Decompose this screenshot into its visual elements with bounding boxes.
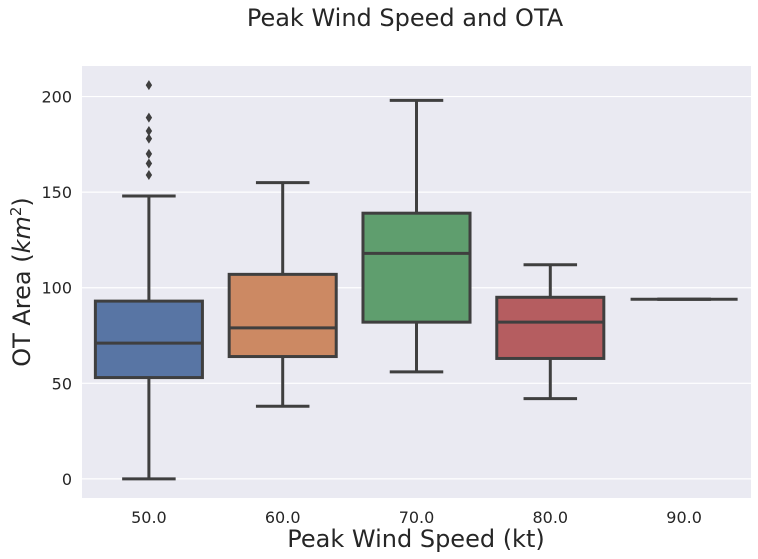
box-70.0	[361, 98, 472, 374]
y-axis-label-close: )	[8, 197, 36, 206]
x-tick-80.0: 80.0	[532, 508, 568, 527]
box-60.0	[227, 181, 338, 408]
x-tick-60.0: 60.0	[265, 508, 301, 527]
y-tick-100: 100	[41, 279, 72, 298]
y-tick-0: 0	[62, 470, 72, 489]
outlier-point	[145, 125, 153, 136]
y-axis-label-exp: 2	[7, 207, 25, 217]
y-tick-200: 200	[41, 88, 72, 107]
x-tick-50.0: 50.0	[131, 508, 167, 527]
outlier-point	[145, 148, 153, 159]
outlier-point	[145, 158, 153, 169]
y-tick-labels: 0 50 100 150 200	[41, 88, 72, 489]
y-tick-150: 150	[41, 183, 72, 202]
box-iqr	[93, 299, 204, 380]
y-axis-label-unit: km	[8, 216, 36, 253]
x-tick-70.0: 70.0	[399, 508, 435, 527]
x-tick-90.0: 90.0	[666, 508, 702, 527]
box-iqr	[495, 295, 606, 360]
box-50.0	[93, 80, 204, 481]
boxes-layer	[93, 80, 738, 481]
y-axis-label-main: OT Area (	[8, 253, 36, 366]
outlier-point	[145, 112, 153, 123]
x-axis-label: Peak Wind Speed (kt)	[287, 525, 544, 553]
outlier-point	[145, 133, 153, 144]
outlier-point	[145, 80, 153, 91]
chart-title: Peak Wind Speed and OTA	[247, 4, 564, 32]
box-iqr	[227, 272, 338, 359]
y-tick-50: 50	[52, 374, 72, 393]
outlier-point	[145, 169, 153, 180]
y-axis-label: OT Area (km2)	[7, 197, 36, 367]
box-iqr	[361, 211, 472, 324]
box-80.0	[495, 263, 606, 401]
x-tick-labels: 50.0 60.0 70.0 80.0 90.0	[131, 508, 702, 527]
